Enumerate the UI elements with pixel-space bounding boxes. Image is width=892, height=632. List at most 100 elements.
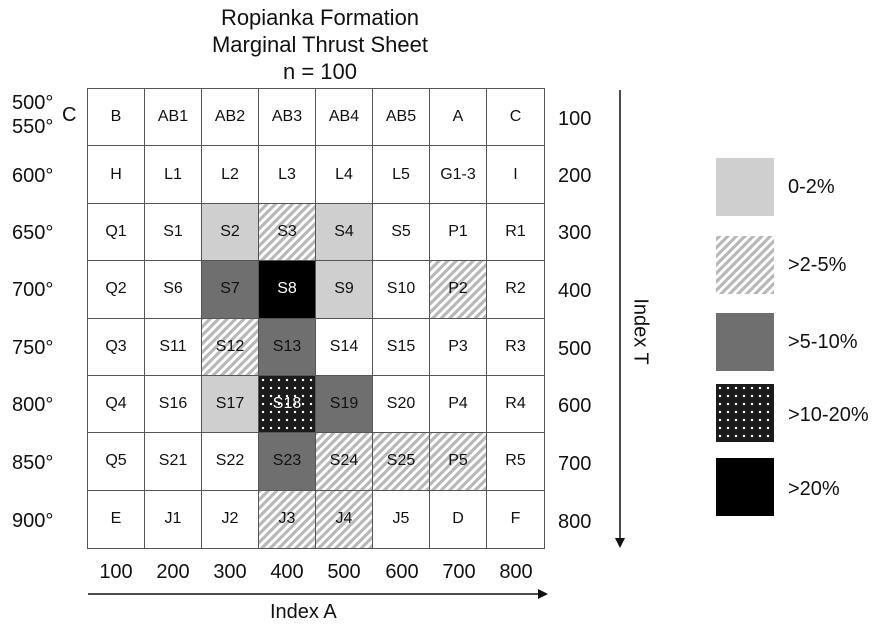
grid-cell-label: S25 xyxy=(386,452,416,470)
grid-cell-ab3: AB3 xyxy=(259,89,316,147)
temp-unit: C xyxy=(62,104,77,126)
temp-label-850: 850° xyxy=(12,452,54,474)
grid-cell-label: S19 xyxy=(329,395,359,413)
grid-cell-s17: S17 xyxy=(202,375,259,434)
grid-cell-label: P4 xyxy=(448,395,468,413)
grid-cell-s4: S4 xyxy=(316,203,373,262)
grid-cell-s23: S23 xyxy=(259,433,316,491)
index-a-label-600: 600 xyxy=(385,561,419,583)
grid-cell-l2: L2 xyxy=(202,146,259,204)
grid-cell-e: E xyxy=(88,490,145,548)
grid-cell-label: P1 xyxy=(448,222,468,240)
grid-cell-g1-3: G1-3 xyxy=(430,146,487,204)
grid-cell-label: L5 xyxy=(392,165,410,183)
grid-cell-s12: S12 xyxy=(202,318,259,376)
grid-cell-ab2: AB2 xyxy=(202,89,259,147)
grid-cell-s5: S5 xyxy=(373,203,430,262)
grid-cell-s24: S24 xyxy=(316,433,373,491)
grid-cell-label: R1 xyxy=(505,222,526,240)
index-a-label-700: 700 xyxy=(442,561,476,583)
grid-cell-label: Q3 xyxy=(105,337,127,355)
grid-cell-j3: J3 xyxy=(259,490,316,548)
index-t-arrow xyxy=(615,90,625,548)
index-t-label-300: 300 xyxy=(558,222,592,244)
grid-cell-label: S13 xyxy=(272,337,302,355)
grid-cell-p3: P3 xyxy=(430,318,487,376)
title-line-2: Marginal Thrust Sheet xyxy=(211,32,429,57)
legend-swatch-hatch xyxy=(716,236,774,294)
grid-cell-label: S2 xyxy=(220,222,240,240)
grid-cell-s9: S9 xyxy=(316,261,373,319)
grid-cell-label: S16 xyxy=(158,395,188,413)
grid-cell-label: P5 xyxy=(448,452,468,470)
grid-cell-s15: S15 xyxy=(373,318,430,376)
legend-label-0-2: 0-2% xyxy=(788,176,835,198)
grid-cell-label: L4 xyxy=(335,165,353,183)
grid-cell-label: I xyxy=(513,165,518,183)
grid-cell-label: S14 xyxy=(329,337,359,355)
grid-cell-q4: Q4 xyxy=(88,375,145,434)
index-t-label-700: 700 xyxy=(558,453,592,475)
legend-label-5-10: >5-10% xyxy=(788,331,858,353)
index-t-label-100: 100 xyxy=(558,108,592,130)
grid-cell-label: A xyxy=(452,108,464,126)
temp-label-600: 600° xyxy=(12,165,54,187)
grid-cell-label: L3 xyxy=(278,165,296,183)
index-a-label-500: 500 xyxy=(327,561,361,583)
grid-cell-s16: S16 xyxy=(145,375,202,434)
grid-cell-s7: S7 xyxy=(202,261,259,319)
grid-cell-label: J2 xyxy=(221,510,239,528)
grid-cell-label: Q1 xyxy=(105,222,127,240)
temp-label-650: 650° xyxy=(12,222,54,244)
legend-label-10-20: >10-20% xyxy=(788,404,869,426)
grid-cell-label: P2 xyxy=(448,280,468,298)
grid-cell-j4: J4 xyxy=(316,490,373,548)
grid-cell-label: S1 xyxy=(163,222,183,240)
grid-cell-label: S8 xyxy=(277,280,297,298)
grid-cell-q3: Q3 xyxy=(88,318,145,376)
index-t-label-200: 200 xyxy=(558,165,592,187)
grid-cell-s25: S25 xyxy=(373,433,430,491)
index-a-label-400: 400 xyxy=(270,561,304,583)
grid-cell-j2: J2 xyxy=(202,490,259,548)
grid-cell-r1: R1 xyxy=(487,204,544,262)
grid-cell-label: S10 xyxy=(386,280,416,298)
temp-label-800: 800° xyxy=(12,394,54,416)
index-a-label-300: 300 xyxy=(213,561,247,583)
grid-cell-label: L2 xyxy=(221,165,239,183)
grid-cell-b: B xyxy=(88,89,145,147)
grid-cell-label: J1 xyxy=(164,510,182,528)
grid-cell-r3: R3 xyxy=(487,319,544,376)
grid-cell-s10: S10 xyxy=(373,261,430,319)
grid-cell-label: S7 xyxy=(220,280,240,298)
grid-cell-label: S4 xyxy=(334,222,354,240)
grid-cell-label: J3 xyxy=(278,510,296,528)
grid-cell-l1: L1 xyxy=(145,146,202,204)
grid-cell-r5: R5 xyxy=(487,433,544,491)
grid-cell-label: AB5 xyxy=(385,108,417,126)
index-t-label-600: 600 xyxy=(558,395,592,417)
grid-cell-label: R4 xyxy=(505,395,526,413)
grid-cell-label: S22 xyxy=(215,452,245,470)
grid-cell-s11: S11 xyxy=(145,318,202,376)
grid-cell-j5: J5 xyxy=(373,490,430,548)
legend-swatch-medium xyxy=(716,313,774,371)
grid-cell-label: R2 xyxy=(505,280,526,298)
grid-cell-s2: S2 xyxy=(202,203,259,262)
grid-cell-h: H xyxy=(88,146,145,204)
grid-cell-label: S23 xyxy=(272,452,302,470)
grid-cell-s18: S18 xyxy=(259,375,316,434)
grid-cell-s19: S19 xyxy=(316,375,373,434)
grid-cell-l5: L5 xyxy=(373,146,430,204)
grid-cell-label: S5 xyxy=(391,222,411,240)
grid-cell-label: J4 xyxy=(335,510,353,528)
grid-cell-q1: Q1 xyxy=(88,203,145,262)
grid-cell-s20: S20 xyxy=(373,375,430,434)
grid-cell-s22: S22 xyxy=(202,433,259,491)
legend-label-20: >20% xyxy=(788,478,840,500)
grid-cell-j1: J1 xyxy=(145,490,202,548)
temp-label-550: 550° xyxy=(12,116,54,138)
grid-cell-label: AB1 xyxy=(157,108,189,126)
grid-cell-label: D xyxy=(452,510,464,528)
